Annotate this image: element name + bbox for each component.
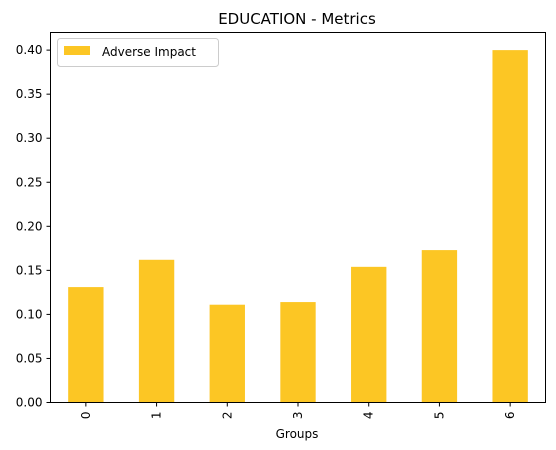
x-tick-label: 3 (291, 412, 305, 420)
bar-6 (492, 50, 528, 403)
bar-3 (280, 302, 316, 403)
x-tick-label: 1 (150, 412, 164, 420)
y-tick-label: 0.25 (16, 175, 43, 189)
legend-label: Adverse Impact (102, 45, 196, 59)
y-tick-label: 0.40 (16, 43, 43, 57)
bar-4 (351, 266, 387, 403)
legend-swatch (64, 46, 90, 55)
legend: Adverse Impact (57, 38, 219, 67)
y-axis: 0.00 0.05 0.10 0.15 0.20 0.25 0.30 0.35 0.40 (16, 43, 51, 410)
bar-1 (138, 259, 175, 403)
y-tick-label: 0.10 (16, 307, 43, 321)
plot-frame (50, 32, 546, 403)
chart-title: EDUCATION - Metrics (218, 10, 376, 28)
bar-2 (209, 304, 245, 403)
y-tick-label: 0.00 (16, 396, 43, 410)
bar-0 (68, 287, 104, 403)
y-tick-label: 0.35 (16, 87, 43, 101)
bar-5 (421, 250, 458, 403)
x-axis-label: Groups (276, 427, 319, 441)
x-axis: 0 1 2 3 4 5 6 (79, 402, 517, 420)
legend-frame (57, 38, 219, 67)
x-tick-label: 4 (362, 412, 376, 420)
x-tick-label: 2 (220, 412, 234, 420)
x-tick-label: 0 (79, 412, 93, 420)
bars-group (68, 50, 528, 403)
y-tick-label: 0.30 (16, 131, 43, 145)
y-tick-label: 0.20 (16, 219, 43, 233)
y-tick-label: 0.15 (16, 263, 43, 277)
x-tick-label: 5 (432, 412, 446, 420)
y-tick-label: 0.05 (16, 351, 43, 365)
x-tick-label: 6 (503, 412, 517, 420)
